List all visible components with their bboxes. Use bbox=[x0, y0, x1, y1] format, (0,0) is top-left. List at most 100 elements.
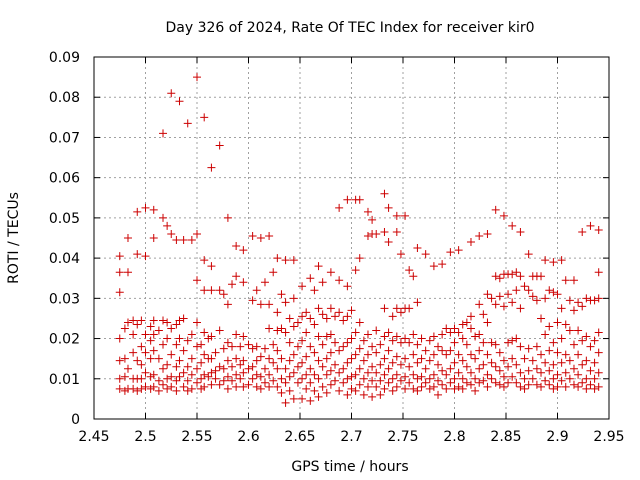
data-point bbox=[508, 372, 517, 381]
data-point bbox=[537, 382, 546, 391]
data-point bbox=[159, 340, 168, 349]
data-point bbox=[392, 332, 401, 341]
data-point bbox=[351, 350, 360, 359]
data-point bbox=[392, 370, 401, 379]
data-point bbox=[146, 354, 155, 363]
data-point bbox=[462, 362, 471, 371]
data-point bbox=[578, 302, 587, 311]
data-point bbox=[239, 368, 248, 377]
data-point bbox=[273, 308, 282, 317]
data-point bbox=[248, 344, 257, 353]
data-point bbox=[516, 272, 525, 281]
data-point bbox=[137, 360, 146, 369]
data-point bbox=[123, 318, 132, 327]
data-point bbox=[223, 213, 232, 222]
data-point bbox=[265, 231, 274, 240]
data-point bbox=[466, 380, 475, 389]
data-point bbox=[318, 340, 327, 349]
data-point bbox=[219, 376, 228, 385]
data-point bbox=[438, 330, 447, 339]
data-point bbox=[211, 374, 220, 383]
data-point bbox=[159, 364, 168, 373]
data-point bbox=[163, 221, 172, 230]
data-point bbox=[450, 374, 459, 383]
data-point bbox=[401, 354, 410, 363]
data-point bbox=[491, 378, 500, 387]
data-point bbox=[285, 338, 294, 347]
data-point bbox=[175, 97, 184, 106]
data-point bbox=[495, 366, 504, 375]
data-point bbox=[120, 324, 129, 333]
data-point bbox=[269, 358, 278, 367]
data-point bbox=[549, 288, 558, 297]
data-point bbox=[179, 236, 188, 245]
data-point bbox=[458, 356, 467, 365]
data-point bbox=[256, 352, 265, 361]
data-point bbox=[265, 382, 274, 391]
data-point bbox=[244, 340, 253, 349]
data-point bbox=[512, 334, 521, 343]
data-point bbox=[256, 384, 265, 393]
data-point bbox=[289, 394, 298, 403]
data-point bbox=[343, 358, 352, 367]
data-point bbox=[462, 340, 471, 349]
data-point bbox=[248, 374, 257, 383]
data-point bbox=[392, 382, 401, 391]
data-point bbox=[239, 356, 248, 365]
data-point bbox=[574, 382, 583, 391]
data-point bbox=[215, 141, 224, 150]
data-point bbox=[495, 348, 504, 357]
data-point bbox=[163, 374, 172, 383]
data-point bbox=[363, 368, 372, 377]
data-point bbox=[343, 282, 352, 291]
data-point bbox=[545, 322, 554, 331]
data-point bbox=[232, 272, 241, 281]
data-point bbox=[256, 300, 265, 309]
data-point bbox=[438, 380, 447, 389]
y-tick-label: 0.03 bbox=[49, 291, 80, 307]
data-point bbox=[384, 203, 393, 212]
data-point bbox=[425, 374, 434, 383]
data-point bbox=[252, 370, 261, 379]
data-point bbox=[137, 316, 146, 325]
data-point bbox=[565, 374, 574, 383]
data-point bbox=[200, 328, 209, 337]
data-point bbox=[417, 354, 426, 363]
data-point bbox=[193, 342, 201, 351]
data-point bbox=[228, 362, 237, 371]
data-point bbox=[207, 332, 216, 341]
data-point bbox=[159, 380, 168, 389]
data-point bbox=[154, 354, 163, 363]
data-point bbox=[594, 268, 603, 277]
x-tick-label: 2.85 bbox=[490, 429, 521, 445]
data-point bbox=[133, 356, 142, 365]
data-point bbox=[458, 334, 467, 343]
data-point bbox=[167, 372, 176, 381]
data-point bbox=[289, 294, 298, 303]
data-point bbox=[586, 221, 595, 230]
data-point bbox=[326, 348, 335, 357]
data-point bbox=[335, 346, 344, 355]
data-point bbox=[355, 318, 364, 327]
data-point bbox=[163, 384, 172, 393]
data-point bbox=[115, 356, 124, 365]
data-point bbox=[475, 346, 484, 355]
data-point bbox=[200, 350, 209, 359]
x-tick-label: 2.5 bbox=[134, 429, 156, 445]
data-point bbox=[200, 256, 209, 265]
data-point bbox=[343, 374, 352, 383]
y-axis-label: ROTI / TECUs bbox=[6, 192, 22, 284]
plot-frame bbox=[93, 56, 610, 420]
data-point bbox=[129, 316, 138, 325]
data-point bbox=[343, 390, 352, 399]
data-point bbox=[396, 308, 405, 317]
data-point bbox=[392, 304, 401, 313]
data-point bbox=[302, 328, 311, 337]
data-point bbox=[553, 348, 562, 357]
data-point bbox=[549, 360, 558, 369]
data-point bbox=[197, 358, 206, 367]
data-point bbox=[532, 296, 541, 305]
data-point bbox=[215, 326, 224, 335]
data-point bbox=[322, 354, 331, 363]
data-point bbox=[471, 332, 480, 341]
